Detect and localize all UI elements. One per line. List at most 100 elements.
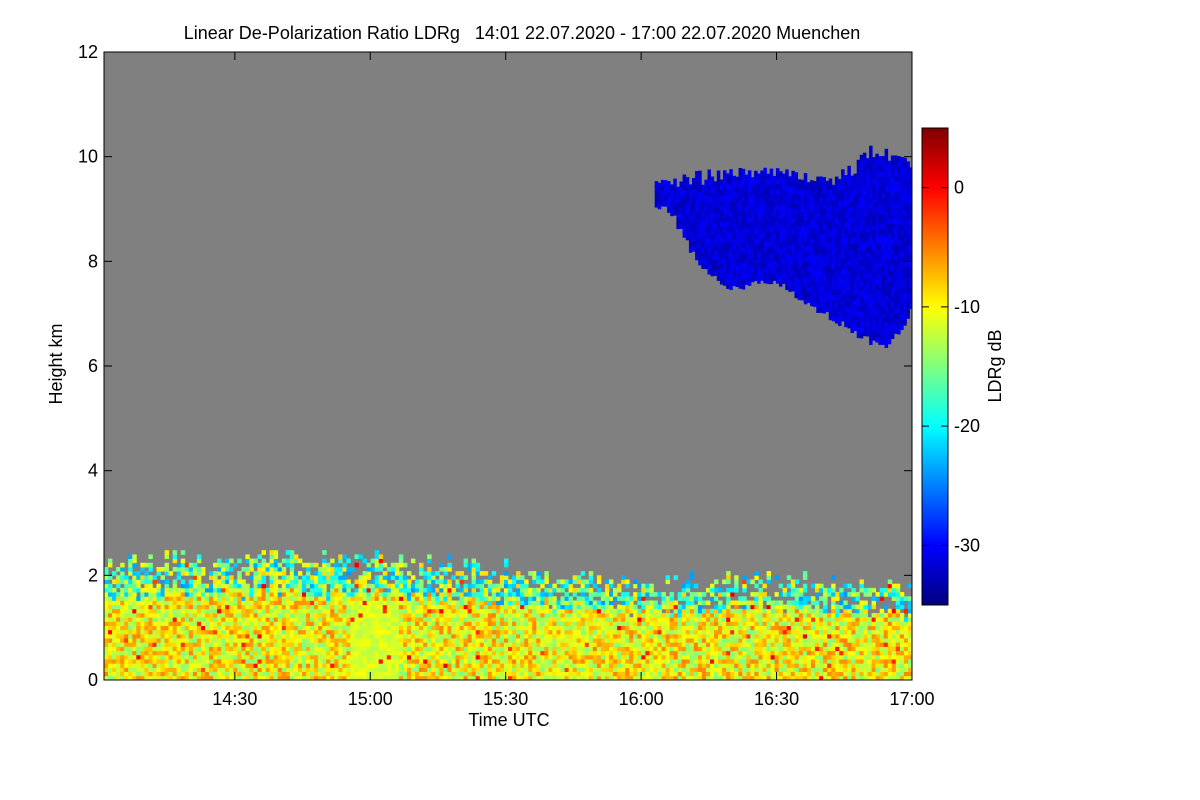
heatmap-cell bbox=[722, 663, 727, 668]
heatmap-cell bbox=[592, 663, 598, 668]
heatmap-cell bbox=[144, 629, 149, 635]
heatmap-cell bbox=[903, 671, 909, 677]
heatmap-cell bbox=[641, 646, 646, 652]
heatmap-cell bbox=[653, 613, 658, 618]
heatmap-cell bbox=[221, 663, 226, 668]
heatmap-cell bbox=[871, 633, 876, 639]
heatmap-cell bbox=[164, 587, 169, 593]
heatmap-cell bbox=[221, 671, 226, 677]
heatmap-cell bbox=[695, 249, 699, 256]
heatmap-cell bbox=[499, 654, 505, 660]
heatmap-cell bbox=[762, 633, 767, 639]
heatmap-cell bbox=[843, 650, 848, 656]
heatmap-cell bbox=[112, 592, 117, 597]
heatmap-cell bbox=[116, 675, 121, 680]
heatmap-cell bbox=[710, 646, 715, 652]
heatmap-cell bbox=[568, 617, 573, 622]
heatmap-cell bbox=[196, 558, 202, 564]
heatmap-cell bbox=[560, 625, 565, 631]
heatmap-cell bbox=[750, 621, 755, 626]
heatmap-cell bbox=[423, 621, 428, 626]
heatmap-cell bbox=[629, 638, 634, 643]
heatmap-cell bbox=[225, 654, 230, 660]
heatmap-cell bbox=[843, 675, 848, 680]
heatmap-cell bbox=[443, 629, 448, 635]
heatmap-cell bbox=[766, 600, 771, 606]
heatmap-cell bbox=[843, 667, 848, 672]
heatmap-cell bbox=[302, 629, 307, 635]
heatmap-cell bbox=[600, 596, 606, 601]
heatmap-cell bbox=[641, 625, 646, 631]
heatmap-cell bbox=[374, 654, 380, 660]
heatmap-cell bbox=[512, 671, 517, 677]
heatmap-cell bbox=[403, 671, 408, 677]
heatmap-cell bbox=[475, 604, 481, 610]
heatmap-cell bbox=[895, 592, 901, 597]
heatmap-cell bbox=[108, 671, 113, 677]
heatmap-cell bbox=[467, 663, 472, 668]
heatmap-cell bbox=[495, 650, 501, 656]
heatmap-cell bbox=[318, 654, 323, 660]
heatmap-cell bbox=[112, 625, 117, 631]
heatmap-cell bbox=[471, 671, 476, 677]
heatmap-cell bbox=[790, 600, 796, 606]
heatmap-cell bbox=[221, 587, 226, 593]
heatmap-cell bbox=[653, 663, 658, 668]
heatmap-cell bbox=[802, 587, 808, 593]
heatmap-cell bbox=[827, 650, 832, 656]
heatmap-cell bbox=[867, 625, 872, 631]
heatmap-cell bbox=[338, 650, 343, 656]
heatmap-cell bbox=[794, 600, 800, 606]
heatmap-cell bbox=[120, 592, 125, 597]
heatmap-cell bbox=[281, 558, 287, 564]
heatmap-cell bbox=[318, 625, 323, 631]
heatmap-cell bbox=[552, 646, 557, 652]
heatmap-cell bbox=[843, 638, 848, 643]
heatmap-cell bbox=[306, 629, 311, 635]
heatmap-cell bbox=[613, 596, 618, 601]
heatmap-cell bbox=[726, 663, 731, 668]
heatmap-cell bbox=[293, 671, 299, 677]
heatmap-cell bbox=[144, 583, 149, 589]
heatmap-cell bbox=[403, 562, 408, 568]
heatmap-cell bbox=[766, 621, 771, 626]
heatmap-cell bbox=[746, 600, 751, 606]
heatmap-cell bbox=[504, 617, 509, 622]
heatmap-cell bbox=[241, 621, 246, 626]
heatmap-cell bbox=[241, 596, 246, 601]
heatmap-cell bbox=[831, 646, 836, 652]
heatmap-cell bbox=[297, 596, 303, 601]
heatmap-cell bbox=[839, 621, 844, 626]
heatmap-cell bbox=[730, 600, 735, 606]
heatmap-cell bbox=[613, 675, 618, 680]
heatmap-cell bbox=[237, 642, 242, 647]
heatmap-cell bbox=[213, 629, 218, 635]
heatmap-cell bbox=[738, 633, 743, 639]
heatmap-cell bbox=[451, 608, 456, 614]
heatmap-cell bbox=[378, 600, 384, 606]
heatmap-cell bbox=[596, 667, 602, 672]
heatmap-cell bbox=[540, 625, 545, 631]
heatmap-cell bbox=[689, 604, 695, 610]
heatmap-cell bbox=[306, 671, 311, 677]
heatmap-cell bbox=[475, 663, 481, 668]
heatmap-cell bbox=[334, 592, 339, 597]
heatmap-cell bbox=[778, 638, 784, 643]
heatmap-cell bbox=[124, 587, 129, 593]
heatmap-cell bbox=[455, 650, 460, 656]
heatmap-cell bbox=[281, 621, 287, 626]
heatmap-cell bbox=[176, 567, 182, 572]
heatmap-cell bbox=[245, 659, 250, 664]
heatmap-cell bbox=[370, 587, 375, 593]
heatmap-cell bbox=[289, 613, 295, 618]
heatmap-cell bbox=[471, 650, 476, 656]
heatmap-cell bbox=[326, 600, 331, 606]
heatmap-cell bbox=[504, 667, 509, 672]
heatmap-cell bbox=[516, 613, 521, 618]
heatmap-cell bbox=[302, 667, 307, 672]
heatmap-cell bbox=[524, 583, 529, 589]
heatmap-cell bbox=[669, 629, 674, 635]
heatmap-cell bbox=[491, 650, 497, 656]
heatmap-cell bbox=[382, 629, 388, 635]
heatmap-cell bbox=[891, 617, 897, 622]
